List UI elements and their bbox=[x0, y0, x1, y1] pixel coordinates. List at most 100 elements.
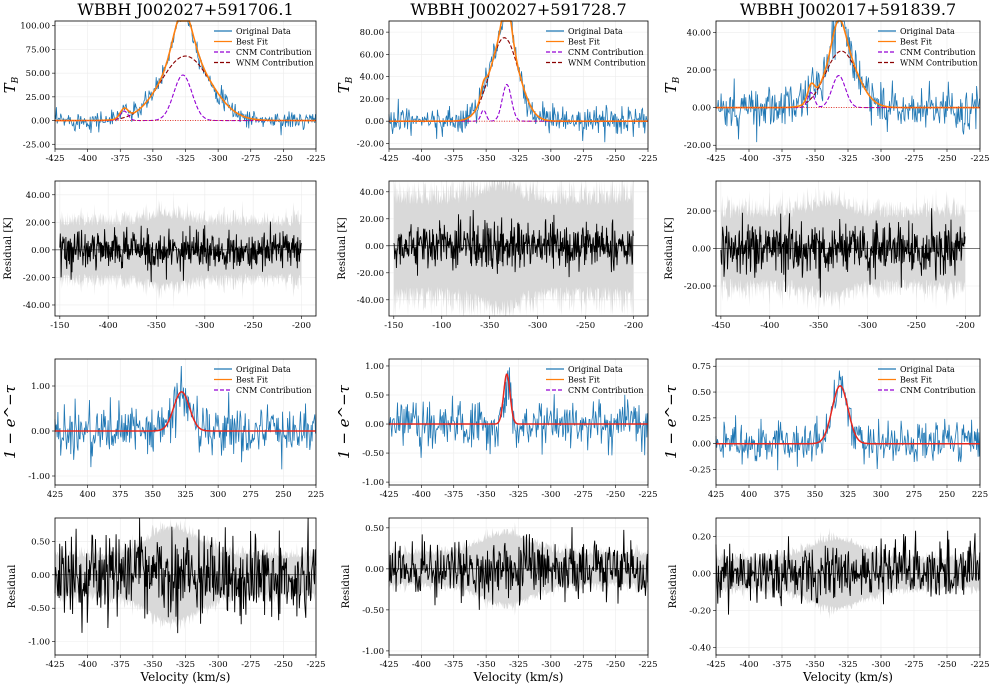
axes-frame bbox=[54, 517, 317, 656]
x-tick-label: -325 bbox=[509, 490, 528, 500]
legend-best-fit: Best Fit bbox=[236, 38, 269, 47]
x-tick-label: -350 bbox=[477, 154, 496, 164]
absorption-residual-panel: -425 -400 -375 -350 -325 -300 -275 -250 -225 0.50… bbox=[341, 517, 658, 684]
y-tick-label: -1.00 bbox=[362, 478, 384, 488]
x-tick-label: -225 bbox=[970, 154, 989, 164]
x-tick-label: -300 bbox=[871, 154, 890, 164]
y-tick-label: 0.00 bbox=[365, 565, 384, 575]
y-tick-label: 0.00 bbox=[31, 571, 50, 581]
emission-residual-panel: -450 -400 -350 -300 -250 -200 20.00 0.00 -20.00 R… bbox=[664, 180, 981, 331]
x-tick-label: 225 bbox=[308, 490, 324, 500]
legend-cnm-contribution: CNM Contribution bbox=[900, 386, 976, 395]
legend-best-fit: Best Fit bbox=[236, 376, 269, 385]
panel-title: WBBH J002017+591839.7 bbox=[740, 0, 956, 19]
emission-panel: -425 -400 -375 -350 -325 -300 -275 -250 -225 100.… bbox=[1, 20, 326, 164]
x-tick-label: -400 bbox=[78, 154, 97, 164]
x-tick-label: 300 bbox=[210, 490, 226, 500]
x-tick-label: -300 bbox=[541, 490, 560, 500]
x-tick-label: -100 bbox=[432, 321, 451, 331]
x-tick-label: -275 bbox=[574, 154, 593, 164]
x-tick-label: 425 bbox=[47, 490, 63, 500]
legend-original-data: Original Data bbox=[568, 365, 623, 374]
x-tick-label: -375 bbox=[772, 154, 791, 164]
x-tick-label: -150 bbox=[50, 321, 69, 331]
absorption-panel: 425 400 375 350 325 300 275 250 225 0.75 0.50 0.25 0… bbox=[662, 358, 988, 500]
y-tick-label: -0.20 bbox=[689, 607, 711, 617]
legend-best-fit: Best Fit bbox=[568, 38, 601, 47]
legend-cnm-contribution: CNM Contribution bbox=[900, 48, 976, 57]
x-tick-label: -375 bbox=[444, 660, 463, 670]
legend-best-fit: Best Fit bbox=[900, 38, 933, 47]
emission-residual-panel: -150 -400 -350 -300 -250 -200 40.00 20.00 0.00 -2… bbox=[3, 180, 317, 331]
legend-best-fit: Best Fit bbox=[568, 376, 601, 385]
x-tick-label: -300 bbox=[209, 660, 228, 670]
y-tick-label: 0.00 bbox=[692, 245, 711, 255]
axes-frame bbox=[715, 180, 981, 317]
residual-line bbox=[388, 527, 649, 610]
x-tick-label: -350 bbox=[143, 154, 162, 164]
axes-frame bbox=[715, 517, 981, 656]
y-tick-label: 0.20 bbox=[692, 533, 711, 543]
legend-wnm-contribution: WNM Contribution bbox=[236, 59, 314, 68]
y-tick-label: -0.50 bbox=[362, 606, 384, 616]
y-tick-label: 0.00 bbox=[31, 246, 50, 256]
x-tick-label: -350 bbox=[480, 321, 499, 331]
x-tick-label: 350 bbox=[145, 490, 161, 500]
y-tick-label: -0.25 bbox=[689, 466, 711, 476]
x-tick-label: -350 bbox=[477, 660, 496, 670]
x-tick-label: -400 bbox=[412, 660, 431, 670]
x-tick-label: -275 bbox=[241, 660, 260, 670]
legend-original-data: Original Data bbox=[900, 365, 955, 374]
y-tick-label: 0.00 bbox=[365, 420, 384, 430]
original-data-line bbox=[388, 367, 648, 458]
x-tick-label: 325 bbox=[177, 490, 193, 500]
y-axis-label: TB bbox=[335, 76, 355, 93]
x-tick-label: -375 bbox=[444, 490, 463, 500]
x-tick-label: 400 bbox=[80, 490, 96, 500]
legend-original-data: Original Data bbox=[568, 27, 623, 36]
x-tick-label: -275 bbox=[904, 154, 923, 164]
x-tick-label: -200 bbox=[624, 321, 643, 331]
axes-frame bbox=[388, 180, 649, 317]
axes-frame bbox=[388, 358, 649, 486]
x-tick-label: -375 bbox=[111, 154, 130, 164]
y-tick-label: 40.00 bbox=[687, 28, 711, 38]
y-axis-label: TB bbox=[1, 76, 21, 93]
x-tick-label: -325 bbox=[838, 660, 857, 670]
x-tick-label: 275 bbox=[906, 490, 922, 500]
x-tick-label: 375 bbox=[112, 490, 128, 500]
y-axis-label: TB bbox=[662, 76, 682, 93]
y-tick-label: 40.00 bbox=[360, 188, 384, 198]
y-tick-label: 0.00 bbox=[692, 570, 711, 580]
best-fit-line bbox=[389, 373, 648, 425]
panel-title: WBBH J002027+591728.7 bbox=[410, 0, 626, 19]
x-tick-label: -325 bbox=[176, 660, 195, 670]
legend-wnm-contribution: WNM Contribution bbox=[568, 59, 646, 68]
x-tick-label: -400 bbox=[78, 660, 97, 670]
x-axis-label: Velocity (km/s) bbox=[802, 670, 893, 684]
y-tick-label: 0.00 bbox=[31, 427, 50, 437]
y-tick-label: 50.00 bbox=[26, 69, 50, 79]
x-tick-label: -400 bbox=[412, 154, 431, 164]
x-tick-label: -150 bbox=[384, 321, 403, 331]
y-tick-label: -0.50 bbox=[362, 449, 384, 459]
x-tick-label: -450 bbox=[711, 321, 730, 331]
axes-frame bbox=[715, 20, 981, 150]
x-tick-label: -425 bbox=[45, 154, 64, 164]
y-tick-label: 0.75 bbox=[692, 362, 711, 372]
x-tick-label: -250 bbox=[937, 154, 956, 164]
x-tick-label: 250 bbox=[275, 490, 291, 500]
x-tick-label: -350 bbox=[805, 154, 824, 164]
x-tick-label: -225 bbox=[970, 660, 989, 670]
y-tick-label: -40.00 bbox=[357, 296, 384, 306]
y-tick-label: 40.00 bbox=[26, 191, 50, 201]
y-tick-label: 0.50 bbox=[31, 537, 50, 547]
y-tick-label: 25.00 bbox=[26, 93, 50, 103]
panel-title: WBBH J002027+591706.1 bbox=[77, 0, 293, 19]
original-data-line bbox=[54, 365, 316, 470]
y-tick-label: -20.00 bbox=[23, 273, 50, 283]
